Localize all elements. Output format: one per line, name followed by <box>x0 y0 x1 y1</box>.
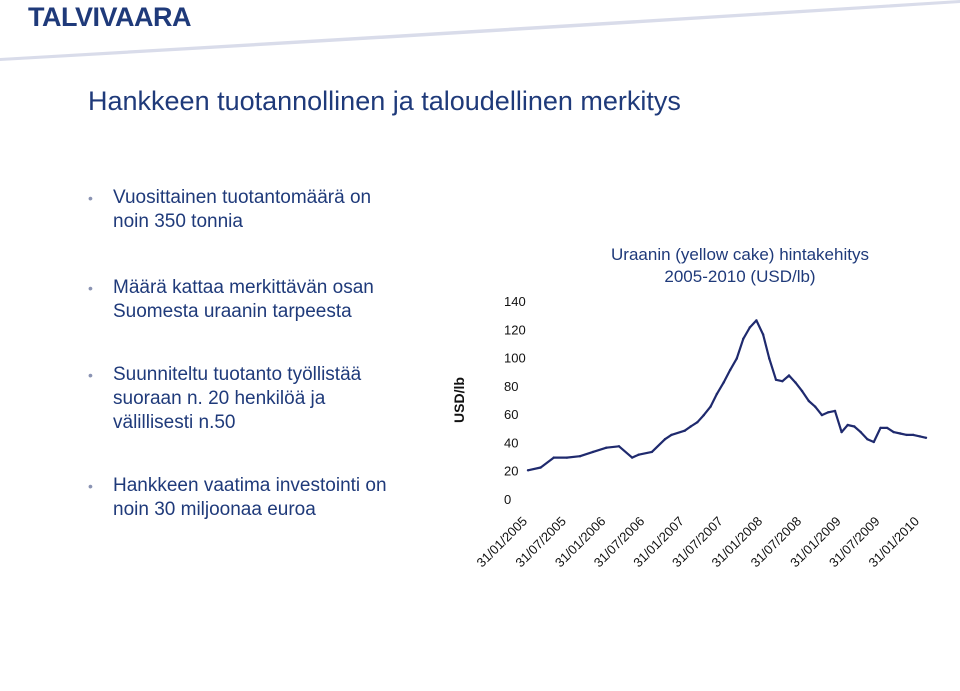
price-point <box>670 433 673 437</box>
page-title: Hankkeen tuotannollinen ja taloudellinen… <box>88 86 681 116</box>
price-point <box>539 466 542 469</box>
price-point <box>859 430 862 434</box>
bullet-dot-icon: • <box>88 367 93 383</box>
price-point <box>794 381 797 384</box>
price-point <box>552 456 555 459</box>
price-point <box>742 337 745 340</box>
price-point <box>827 411 830 414</box>
price-point <box>605 446 608 449</box>
price-point <box>617 445 621 448</box>
price-point <box>892 430 895 434</box>
y-tick-label: 20 <box>504 464 518 479</box>
price-point <box>905 433 908 437</box>
y-tick-label: 100 <box>504 351 526 366</box>
price-point <box>820 413 824 417</box>
y-tick-label: 140 <box>504 294 526 309</box>
price-point <box>800 389 804 393</box>
chart-title: 2005-2010 (USD/lb) <box>664 267 815 286</box>
price-point <box>729 368 732 372</box>
price-point <box>637 453 640 456</box>
price-point <box>683 429 686 432</box>
price-point <box>781 380 784 383</box>
price-point <box>748 326 751 329</box>
y-axis-label: USD/lb <box>451 377 467 423</box>
y-tick-label: 0 <box>504 492 511 507</box>
price-point <box>565 456 569 459</box>
price-point <box>774 378 778 381</box>
price-point <box>879 426 882 430</box>
price-point <box>912 433 915 437</box>
price-point <box>814 405 817 408</box>
price-point <box>807 399 810 403</box>
price-point <box>918 435 922 438</box>
price-point <box>591 450 595 454</box>
chart-title: Uraanin (yellow cake) hintakehitys <box>611 245 869 264</box>
price-point <box>709 405 712 408</box>
price-point <box>578 455 582 458</box>
price-point <box>663 438 667 441</box>
bullet-text: Vuosittainen tuotantomäärä on noin 350 t… <box>113 187 372 232</box>
bullet-text: Suunniteltu tuotanto työllistää suoraan … <box>113 364 362 433</box>
bullet-text: Hankkeen vaatima investointi on noin 30 … <box>113 475 387 520</box>
y-tick-label: 40 <box>504 435 518 450</box>
price-point <box>872 440 875 444</box>
price-point <box>630 456 634 459</box>
bullet-dot-icon: • <box>88 190 93 206</box>
header-band: TALVIVAARA <box>0 0 960 70</box>
price-point <box>840 430 843 434</box>
talvivaara-logo: TALVIVAARA <box>28 2 192 32</box>
price-point <box>761 333 765 336</box>
price-point <box>899 432 902 435</box>
price-point <box>650 450 654 454</box>
price-point <box>722 381 725 384</box>
price-point <box>866 438 869 441</box>
y-tick-label: 120 <box>504 322 526 337</box>
price-point <box>833 409 837 413</box>
price-series-line <box>527 319 927 472</box>
price-point <box>853 425 856 428</box>
price-point <box>886 426 889 430</box>
y-tick-label: 80 <box>504 379 518 394</box>
price-point <box>696 421 699 424</box>
uranium-price-chart: Uraanin (yellow cake) hintakehitys 2005-2… <box>451 245 928 570</box>
price-point <box>702 413 705 417</box>
price-point <box>846 423 849 427</box>
price-point <box>526 469 530 472</box>
price-point <box>787 374 791 377</box>
bullet-text: Määrä kattaa merkittävän osan Suomesta u… <box>113 277 374 322</box>
price-point <box>715 392 719 396</box>
price-point <box>735 357 738 360</box>
bullet-dot-icon: • <box>88 280 93 296</box>
bullet-dot-icon: • <box>88 478 93 494</box>
price-point <box>924 436 928 439</box>
price-point <box>768 357 771 360</box>
price-point <box>755 319 758 322</box>
y-tick-label: 60 <box>504 407 518 422</box>
price-point <box>689 425 692 428</box>
header-swoosh <box>0 0 960 61</box>
